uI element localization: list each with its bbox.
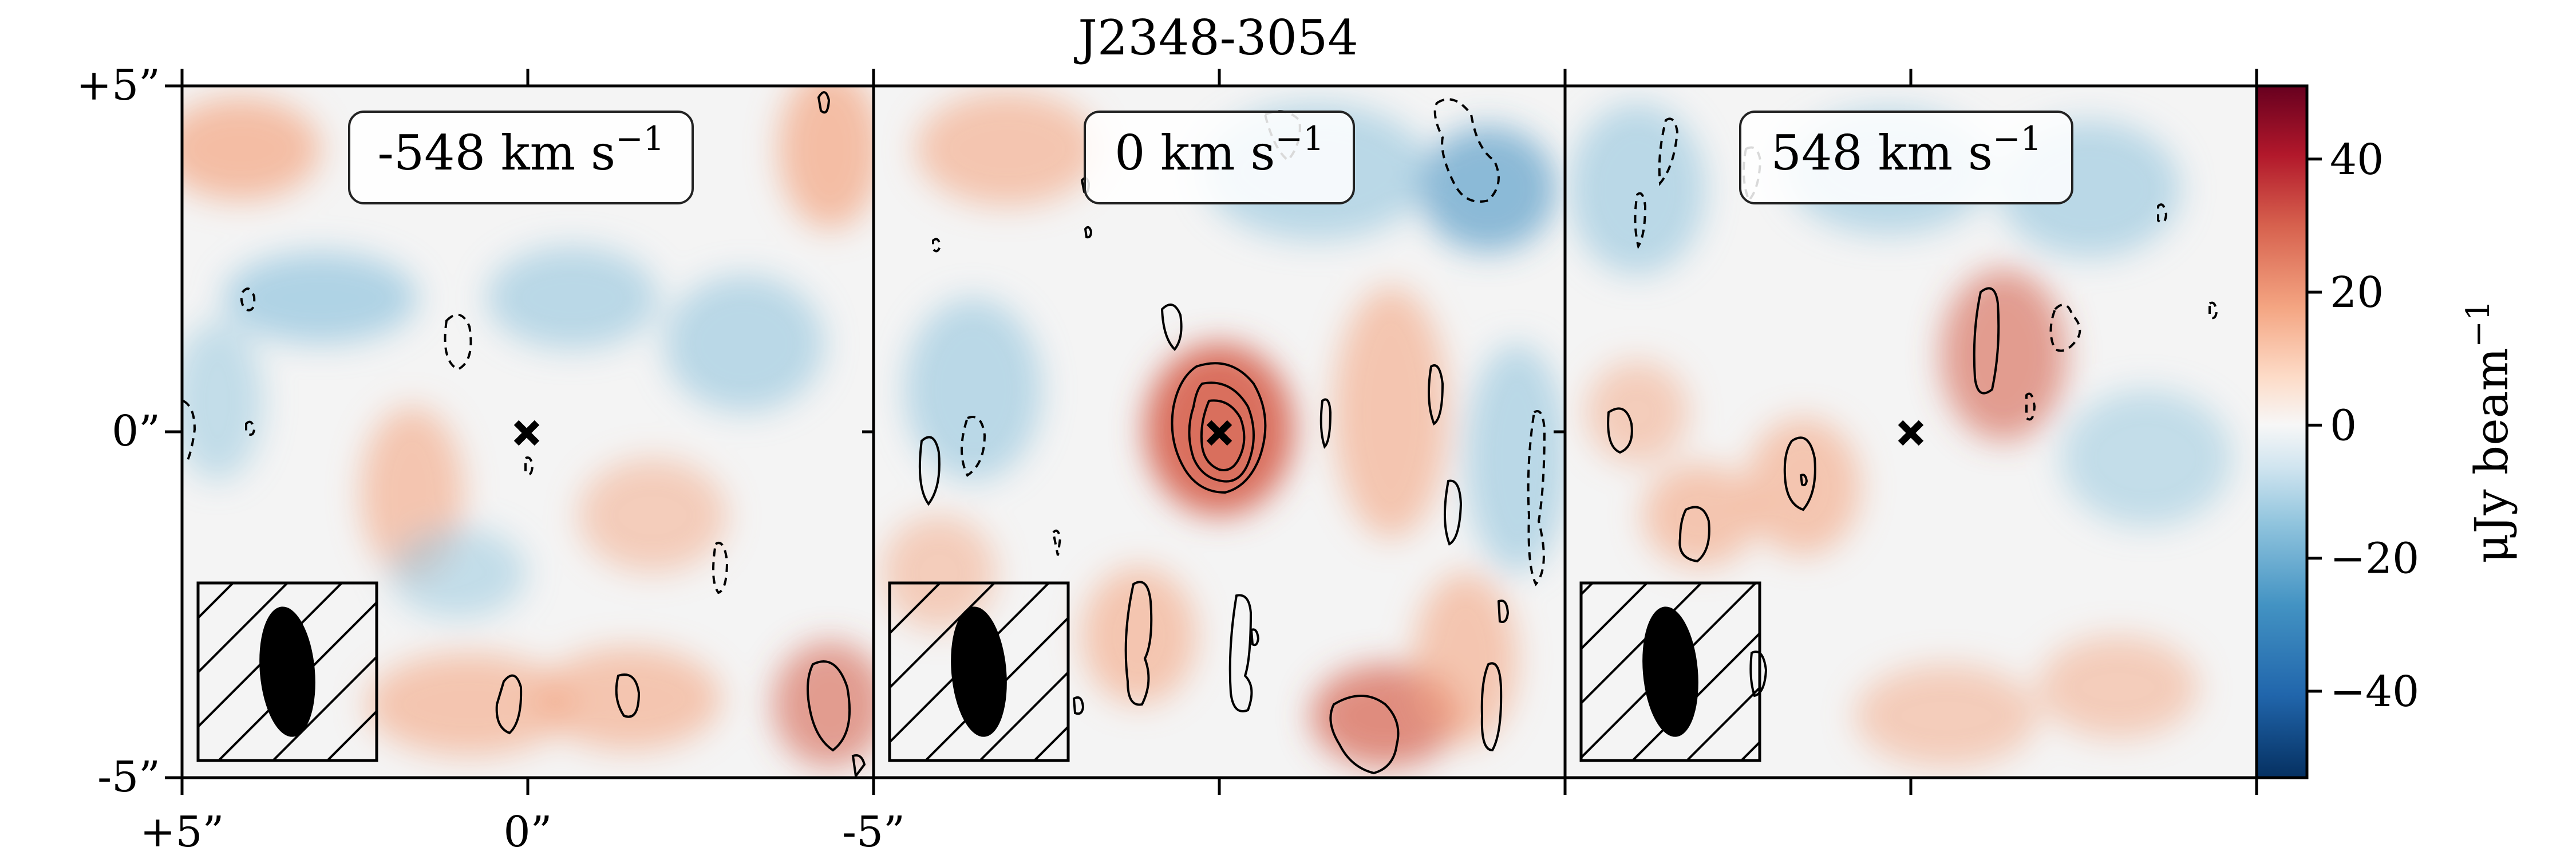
colorbar-label-exp: −1	[2460, 300, 2497, 348]
colorbar-tick-label: 0	[2330, 401, 2357, 450]
x-tick-label-right: -5”	[842, 807, 905, 857]
colorbar-tick-label: 20	[2330, 268, 2384, 317]
colorbar-tick-label: −20	[2330, 534, 2419, 584]
svg-text:548 km s−1: 548 km s−1	[1771, 119, 2042, 181]
colorbar-tick-label: 40	[2330, 135, 2384, 184]
panel-middle-label: 0 km s−1	[1084, 111, 1355, 204]
panel-middle-unit: km s	[1160, 125, 1275, 181]
panel-middle-velocity: 0	[1115, 125, 1145, 181]
svg-text:-548 km s−1: -548 km s−1	[377, 119, 664, 181]
colorbar-label: μJy beam−1	[2460, 300, 2518, 563]
panel-right-unit: km s	[1878, 125, 1993, 181]
colorbar-ticks: 40 20 0 −20 −40	[2307, 135, 2419, 716]
colorbar-tick-label: −40	[2330, 667, 2419, 716]
axis-ticks	[165, 69, 2258, 795]
beam-ellipse-inset	[1579, 581, 1761, 762]
beam-ellipse-inset	[888, 581, 1070, 762]
svg-text:0 km s−1: 0 km s−1	[1115, 119, 1324, 181]
colorbar-gradient	[2255, 84, 2309, 779]
panel-right-label: 548 km s−1	[1739, 111, 2073, 204]
panel-left-unit-exp: −1	[615, 119, 665, 158]
panel-left-velocity: -548	[377, 125, 485, 181]
panel-right-image	[1565, 86, 2257, 778]
panel-right-unit-exp: −1	[1993, 119, 2042, 158]
source-position-marker	[1206, 420, 1232, 446]
panel-right-velocity: 548	[1771, 125, 1863, 181]
panel-left-unit: km s	[501, 125, 615, 181]
panel-middle: 0 km s−1	[872, 84, 1567, 779]
panel-right: 548 km s−1	[1563, 84, 2258, 779]
y-tick-label-mid: 0”	[112, 407, 160, 456]
figure-title: J2348-3054	[1073, 10, 1358, 66]
source-position-marker	[1898, 420, 1924, 446]
y-tick-label-top: +5”	[76, 61, 160, 110]
panel-middle-unit-exp: −1	[1275, 119, 1325, 158]
source-position-marker	[513, 420, 540, 446]
panel-left: -548 km s−1	[180, 84, 875, 779]
x-tick-label-left: +5”	[140, 807, 224, 857]
colorbar: 40 20 0 −20 −40 μJy beam−1	[2255, 84, 2518, 779]
colorbar-label-unit: μJy beam	[2465, 348, 2518, 564]
panel-left-label: -548 km s−1	[348, 111, 694, 204]
beam-ellipse-inset	[196, 581, 378, 762]
y-tick-label-bottom: -5”	[97, 752, 160, 802]
x-tick-label-mid: 0”	[504, 807, 552, 857]
detection-contours	[918, 177, 1510, 775]
